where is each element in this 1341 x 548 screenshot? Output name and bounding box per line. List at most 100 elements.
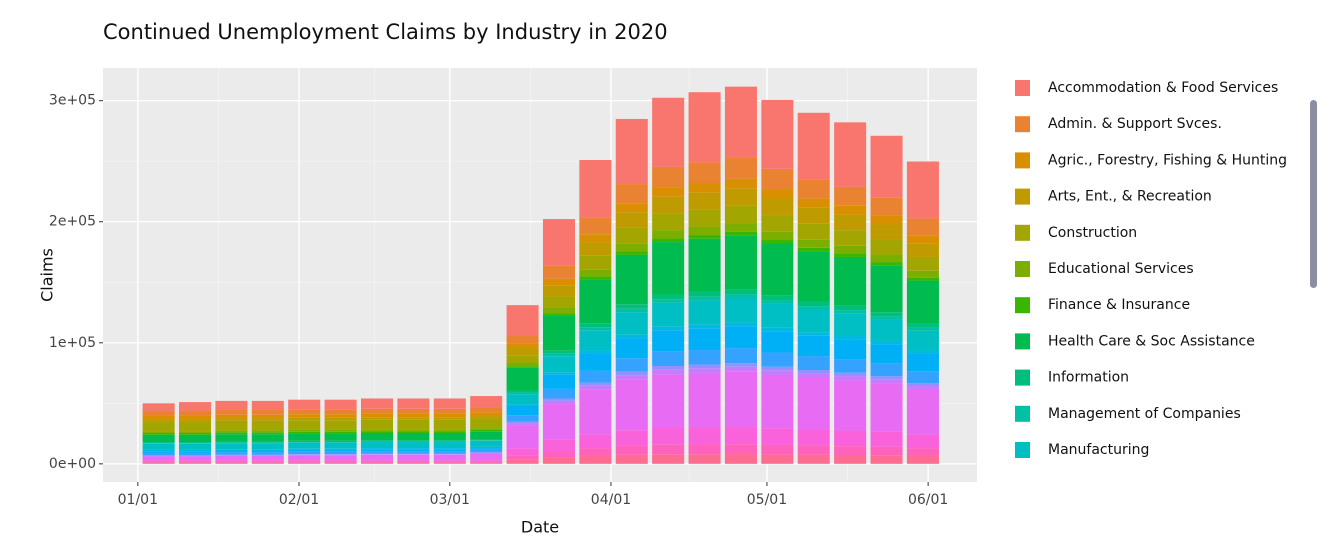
bar-segment <box>360 429 394 432</box>
bar-segment <box>652 366 685 370</box>
y-tick-label: 1e+05 <box>49 335 96 351</box>
bar-segment <box>724 326 757 349</box>
x-axis-title: Date <box>521 518 559 537</box>
bar-segment <box>652 166 685 188</box>
bar-segment <box>470 429 503 432</box>
bar-segment <box>506 335 539 344</box>
legend-swatch <box>1015 224 1030 241</box>
bar-segment <box>724 289 757 295</box>
bar-segment <box>688 162 721 183</box>
bar-segment <box>324 451 357 455</box>
bar-segment <box>870 340 903 345</box>
bar-segment <box>142 455 175 457</box>
bar-segment <box>688 454 721 464</box>
bar-segment <box>397 413 430 418</box>
bar-segment <box>397 440 430 442</box>
bar-segment <box>179 410 212 416</box>
bar-segment <box>360 451 394 454</box>
bar-segment <box>615 358 648 372</box>
bar-segment <box>652 326 685 331</box>
bar-segment <box>615 254 648 305</box>
bar-segment <box>797 207 830 224</box>
legend-item[interactable]: Construction <box>1015 224 1137 241</box>
bar-segment <box>324 440 357 443</box>
legend-item[interactable]: Management of Companies <box>1015 405 1241 422</box>
legend[interactable]: Accommodation & Food Services Admin. & Su… <box>1015 80 1287 458</box>
bar-segment <box>542 398 575 401</box>
legend-item[interactable]: Information <box>1015 369 1129 386</box>
bar-segment <box>615 375 648 380</box>
bar-segment <box>324 462 357 463</box>
bar-segment <box>761 99 794 169</box>
legend-scrollbar[interactable] <box>1310 100 1317 288</box>
bar-segment <box>179 462 212 464</box>
bar-segment <box>761 444 794 455</box>
bar-segment <box>324 448 357 450</box>
bar-segment <box>142 443 175 450</box>
bar-segment <box>542 356 575 373</box>
legend-item[interactable]: Educational Services <box>1015 261 1194 277</box>
bar-segment <box>870 319 903 341</box>
bar-segment <box>797 301 830 307</box>
bar-segment <box>906 330 939 351</box>
bar-segment <box>615 203 648 213</box>
bar-segment <box>797 179 830 199</box>
bar-segment <box>652 351 685 367</box>
bar-segment <box>906 455 939 464</box>
bar-segment <box>251 420 284 431</box>
y-tick-label: 2e+05 <box>49 214 96 230</box>
legend-item[interactable]: Accommodation & Food Services <box>1015 80 1278 96</box>
bar-segment <box>652 454 685 464</box>
bar-segment <box>506 404 539 406</box>
bar-segment <box>433 432 466 441</box>
bar-segment <box>215 454 248 456</box>
x-tick-label: 02/01 <box>279 492 319 508</box>
bar-segment <box>288 451 321 455</box>
bar-segment <box>870 383 903 432</box>
bar-segment <box>724 322 757 327</box>
bar-segment <box>761 327 794 332</box>
bar-segment <box>324 455 357 461</box>
legend-item[interactable]: Health Care & Soc Assistance <box>1015 333 1255 350</box>
bar-segment <box>906 323 939 328</box>
bar-segment <box>179 443 212 450</box>
bar-segment <box>470 460 503 463</box>
legend-item[interactable]: Agric., Forestry, Fishing & Hunting <box>1015 152 1287 169</box>
bar-segment <box>360 398 394 409</box>
bar-segment <box>652 330 685 352</box>
bar-segment <box>251 450 284 453</box>
bar-segment <box>797 306 830 310</box>
bar-segment <box>142 442 175 444</box>
bar-segment <box>251 442 284 444</box>
bar-segment <box>724 427 757 445</box>
bar-segment <box>360 417 394 420</box>
legend-item[interactable]: Finance & Insurance <box>1015 297 1190 314</box>
legend-item[interactable]: Arts, Ent., & Recreation <box>1015 188 1212 205</box>
bar-segment <box>615 430 648 446</box>
bar-segment <box>724 178 757 189</box>
bar-segment <box>470 449 503 453</box>
bar-segment <box>579 279 612 324</box>
bar-segment <box>688 235 721 239</box>
bar-segment <box>761 303 794 328</box>
bar-segment <box>542 278 575 286</box>
bar-segment <box>506 394 539 405</box>
bar-segment <box>797 247 830 252</box>
bar-segment <box>324 433 357 441</box>
bar-segment <box>761 366 794 371</box>
legend-item[interactable]: Admin. & Support Svces. <box>1015 116 1222 133</box>
bar-segment <box>179 462 212 463</box>
bar-segment <box>688 192 721 210</box>
bar-segment <box>542 285 575 297</box>
bar-segment <box>834 380 867 431</box>
bar-segment <box>179 460 212 463</box>
bar-segment <box>579 276 612 280</box>
bar-segment <box>797 373 830 379</box>
bar-segment <box>397 398 430 409</box>
bar-segment <box>288 454 321 456</box>
bar-segment <box>579 234 612 243</box>
legend-item[interactable]: Manufacturing <box>1015 442 1149 458</box>
bar-segment <box>834 256 867 306</box>
bar-segment <box>542 404 575 440</box>
bar-segment <box>433 454 466 455</box>
